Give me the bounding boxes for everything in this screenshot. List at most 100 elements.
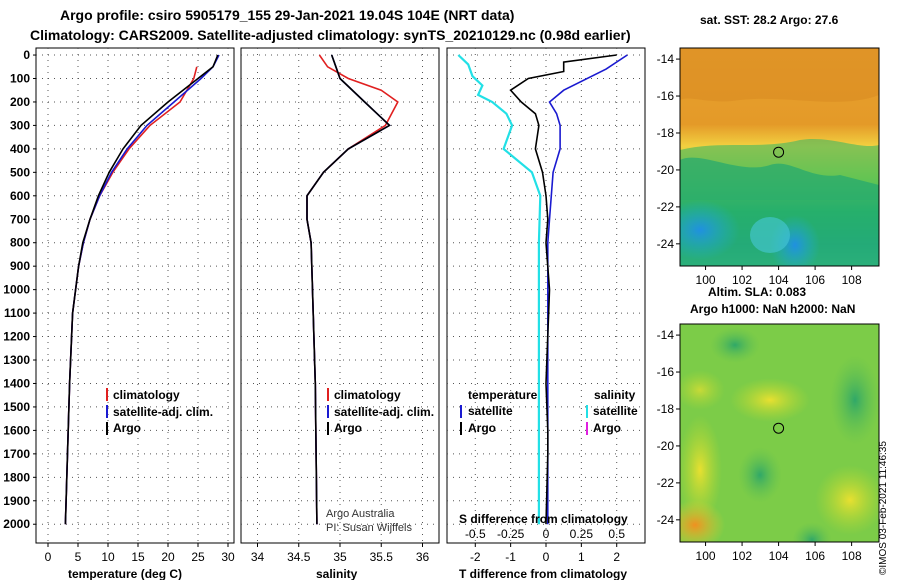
- map-x-tick-label: 104: [769, 273, 789, 287]
- map-x-tick-label: 104: [769, 549, 789, 563]
- difference-top-label: S difference from climatology: [459, 512, 628, 526]
- sla-map-frame: [679, 323, 880, 543]
- x-tick-label: 20: [161, 550, 175, 564]
- legend-s-satellite: satellite: [593, 404, 638, 418]
- legend-s-argo: Argo: [593, 421, 621, 435]
- series-line: [306, 54, 399, 525]
- sla-map-title-1: Altim. SLA: 0.083: [708, 285, 806, 299]
- depth-tick-label: 1300: [3, 353, 30, 367]
- difference-xlabel: T difference from climatology: [459, 567, 627, 580]
- x-tick-label: 10: [101, 550, 115, 564]
- depth-tick-label: 700: [10, 212, 30, 226]
- series-line: [64, 54, 219, 525]
- legend-t-satellite: satellite: [468, 404, 513, 418]
- argo-location-marker: [773, 146, 785, 158]
- depth-tick-label: 200: [10, 95, 30, 109]
- depth-tick-label: 1000: [3, 283, 30, 297]
- map-y-tick-label: -18: [657, 126, 675, 140]
- top-tick-label: 0: [543, 527, 550, 541]
- depth-tick-label: 1900: [3, 494, 30, 508]
- salinity-xlabel: salinity: [316, 567, 358, 580]
- depth-tick-label: 1500: [3, 400, 30, 414]
- series-line: [546, 54, 628, 525]
- depth-tick-label: 1400: [3, 376, 30, 390]
- x-tick-label: 35: [333, 550, 347, 564]
- top-tick-label: 0.5: [608, 527, 625, 541]
- grid: [36, 48, 645, 543]
- map-x-tick-label: 106: [805, 549, 825, 563]
- map-y-tick-label: -20: [657, 163, 675, 177]
- x-tick-label: -1: [505, 550, 516, 564]
- legend-temperature-title: temperature: [468, 388, 538, 402]
- depth-tick-label: 1100: [4, 306, 30, 320]
- series-line: [509, 54, 617, 525]
- x-tick-label: 34: [251, 550, 265, 564]
- map-y-tick-label: -24: [657, 237, 675, 251]
- depth-tick-label: 900: [10, 259, 30, 273]
- legend-satellite: satellite-adj. clim.: [334, 405, 434, 419]
- sst-map-frame: [679, 47, 880, 267]
- x-tick-label: 34.5: [287, 550, 311, 564]
- map-y-tick-label: -16: [657, 89, 675, 103]
- x-tick-label: 1: [578, 550, 585, 564]
- legend-salinity-title: salinity: [594, 388, 636, 402]
- depth-tick-label: 300: [10, 118, 30, 132]
- map-y-tick-label: -22: [657, 476, 675, 490]
- title-line-2: Climatology: CARS2009. Satellite-adjuste…: [30, 27, 631, 43]
- map-y-tick-label: -20: [657, 439, 675, 453]
- series-line: [457, 54, 542, 525]
- depth-tick-label: 1700: [3, 447, 30, 461]
- x-tick-label: 35.5: [370, 550, 394, 564]
- map-y-tick-label: -14: [657, 52, 675, 66]
- depth-tick-label: 0: [23, 48, 30, 62]
- x-tick-label: 0: [45, 550, 52, 564]
- x-tick-label: 15: [131, 550, 145, 564]
- x-tick-label: 36: [416, 550, 430, 564]
- map-x-tick-label: 106: [805, 273, 825, 287]
- depth-tick-label: 1200: [3, 330, 30, 344]
- credit-line-1: Argo Australia: [326, 508, 395, 520]
- credit-line-2: PI: Susan Wijffels: [326, 522, 412, 534]
- top-tick-label: -0.25: [497, 527, 525, 541]
- x-tick-label: 5: [75, 550, 82, 564]
- map-y-tick-label: -14: [657, 328, 675, 342]
- sst-map-axes: 100 102 104 106 108 -14 -16 -18 -20 -22 -24: [657, 52, 862, 287]
- temperature-xlabel: temperature (deg C): [68, 567, 182, 580]
- title-line-1: Argo profile: csiro 5905179_155 29-Jan-2…: [60, 7, 514, 23]
- top-tick-label: 0.25: [570, 527, 594, 541]
- depth-tick-label: 100: [10, 71, 30, 85]
- x-tick-label: -2: [470, 550, 481, 564]
- depth-tick-label: 600: [10, 189, 30, 203]
- legend-argo: Argo: [113, 421, 141, 435]
- sst-map-title: sat. SST: 28.2 Argo: 27.6: [700, 13, 839, 27]
- depth-tick-label: 1800: [3, 470, 30, 484]
- x-tick-label: 2: [613, 550, 620, 564]
- legend-satellite: satellite-adj. clim.: [113, 405, 213, 419]
- map-x-tick-label: 100: [696, 549, 716, 563]
- sla-map-title-2: Argo h1000: NaN h2000: NaN: [690, 302, 855, 316]
- map-x-tick-label: 108: [842, 273, 862, 287]
- map-y-tick-label: -18: [657, 402, 675, 416]
- depth-tick-label: 800: [10, 236, 30, 250]
- sst-map: [680, 48, 879, 266]
- map-y-tick-label: -16: [657, 365, 675, 379]
- map-y-tick-label: -22: [657, 200, 675, 214]
- salinity-legend: climatology satellite-adj. clim. Argo: [327, 388, 434, 435]
- sla-map-axes: 100 102 104 106 108 -14 -16 -18 -20 -22 -24: [657, 328, 862, 563]
- x-tick-label: 0: [543, 550, 550, 564]
- map-x-tick-label: 102: [732, 273, 752, 287]
- depth-tick-label: 500: [10, 165, 30, 179]
- legend-climatology: climatology: [113, 388, 180, 402]
- temperature-panel: [35, 47, 235, 544]
- series-line: [64, 66, 198, 525]
- depth-tick-label: 2000: [3, 517, 30, 531]
- top-tick-label: -0.5: [465, 527, 486, 541]
- legend-t-argo: Argo: [468, 421, 496, 435]
- temperature-legend: climatology satellite-adj. clim. Argo: [106, 388, 213, 435]
- map-y-tick-label: -24: [657, 513, 675, 527]
- depth-axis: 0 100 200 300 400 500 600 700 800 900 1000 1100 1200…: [3, 48, 36, 531]
- map-x-tick-label: 102: [732, 549, 752, 563]
- depth-tick-label: 1600: [3, 423, 30, 437]
- x-tick-label: 30: [221, 550, 235, 564]
